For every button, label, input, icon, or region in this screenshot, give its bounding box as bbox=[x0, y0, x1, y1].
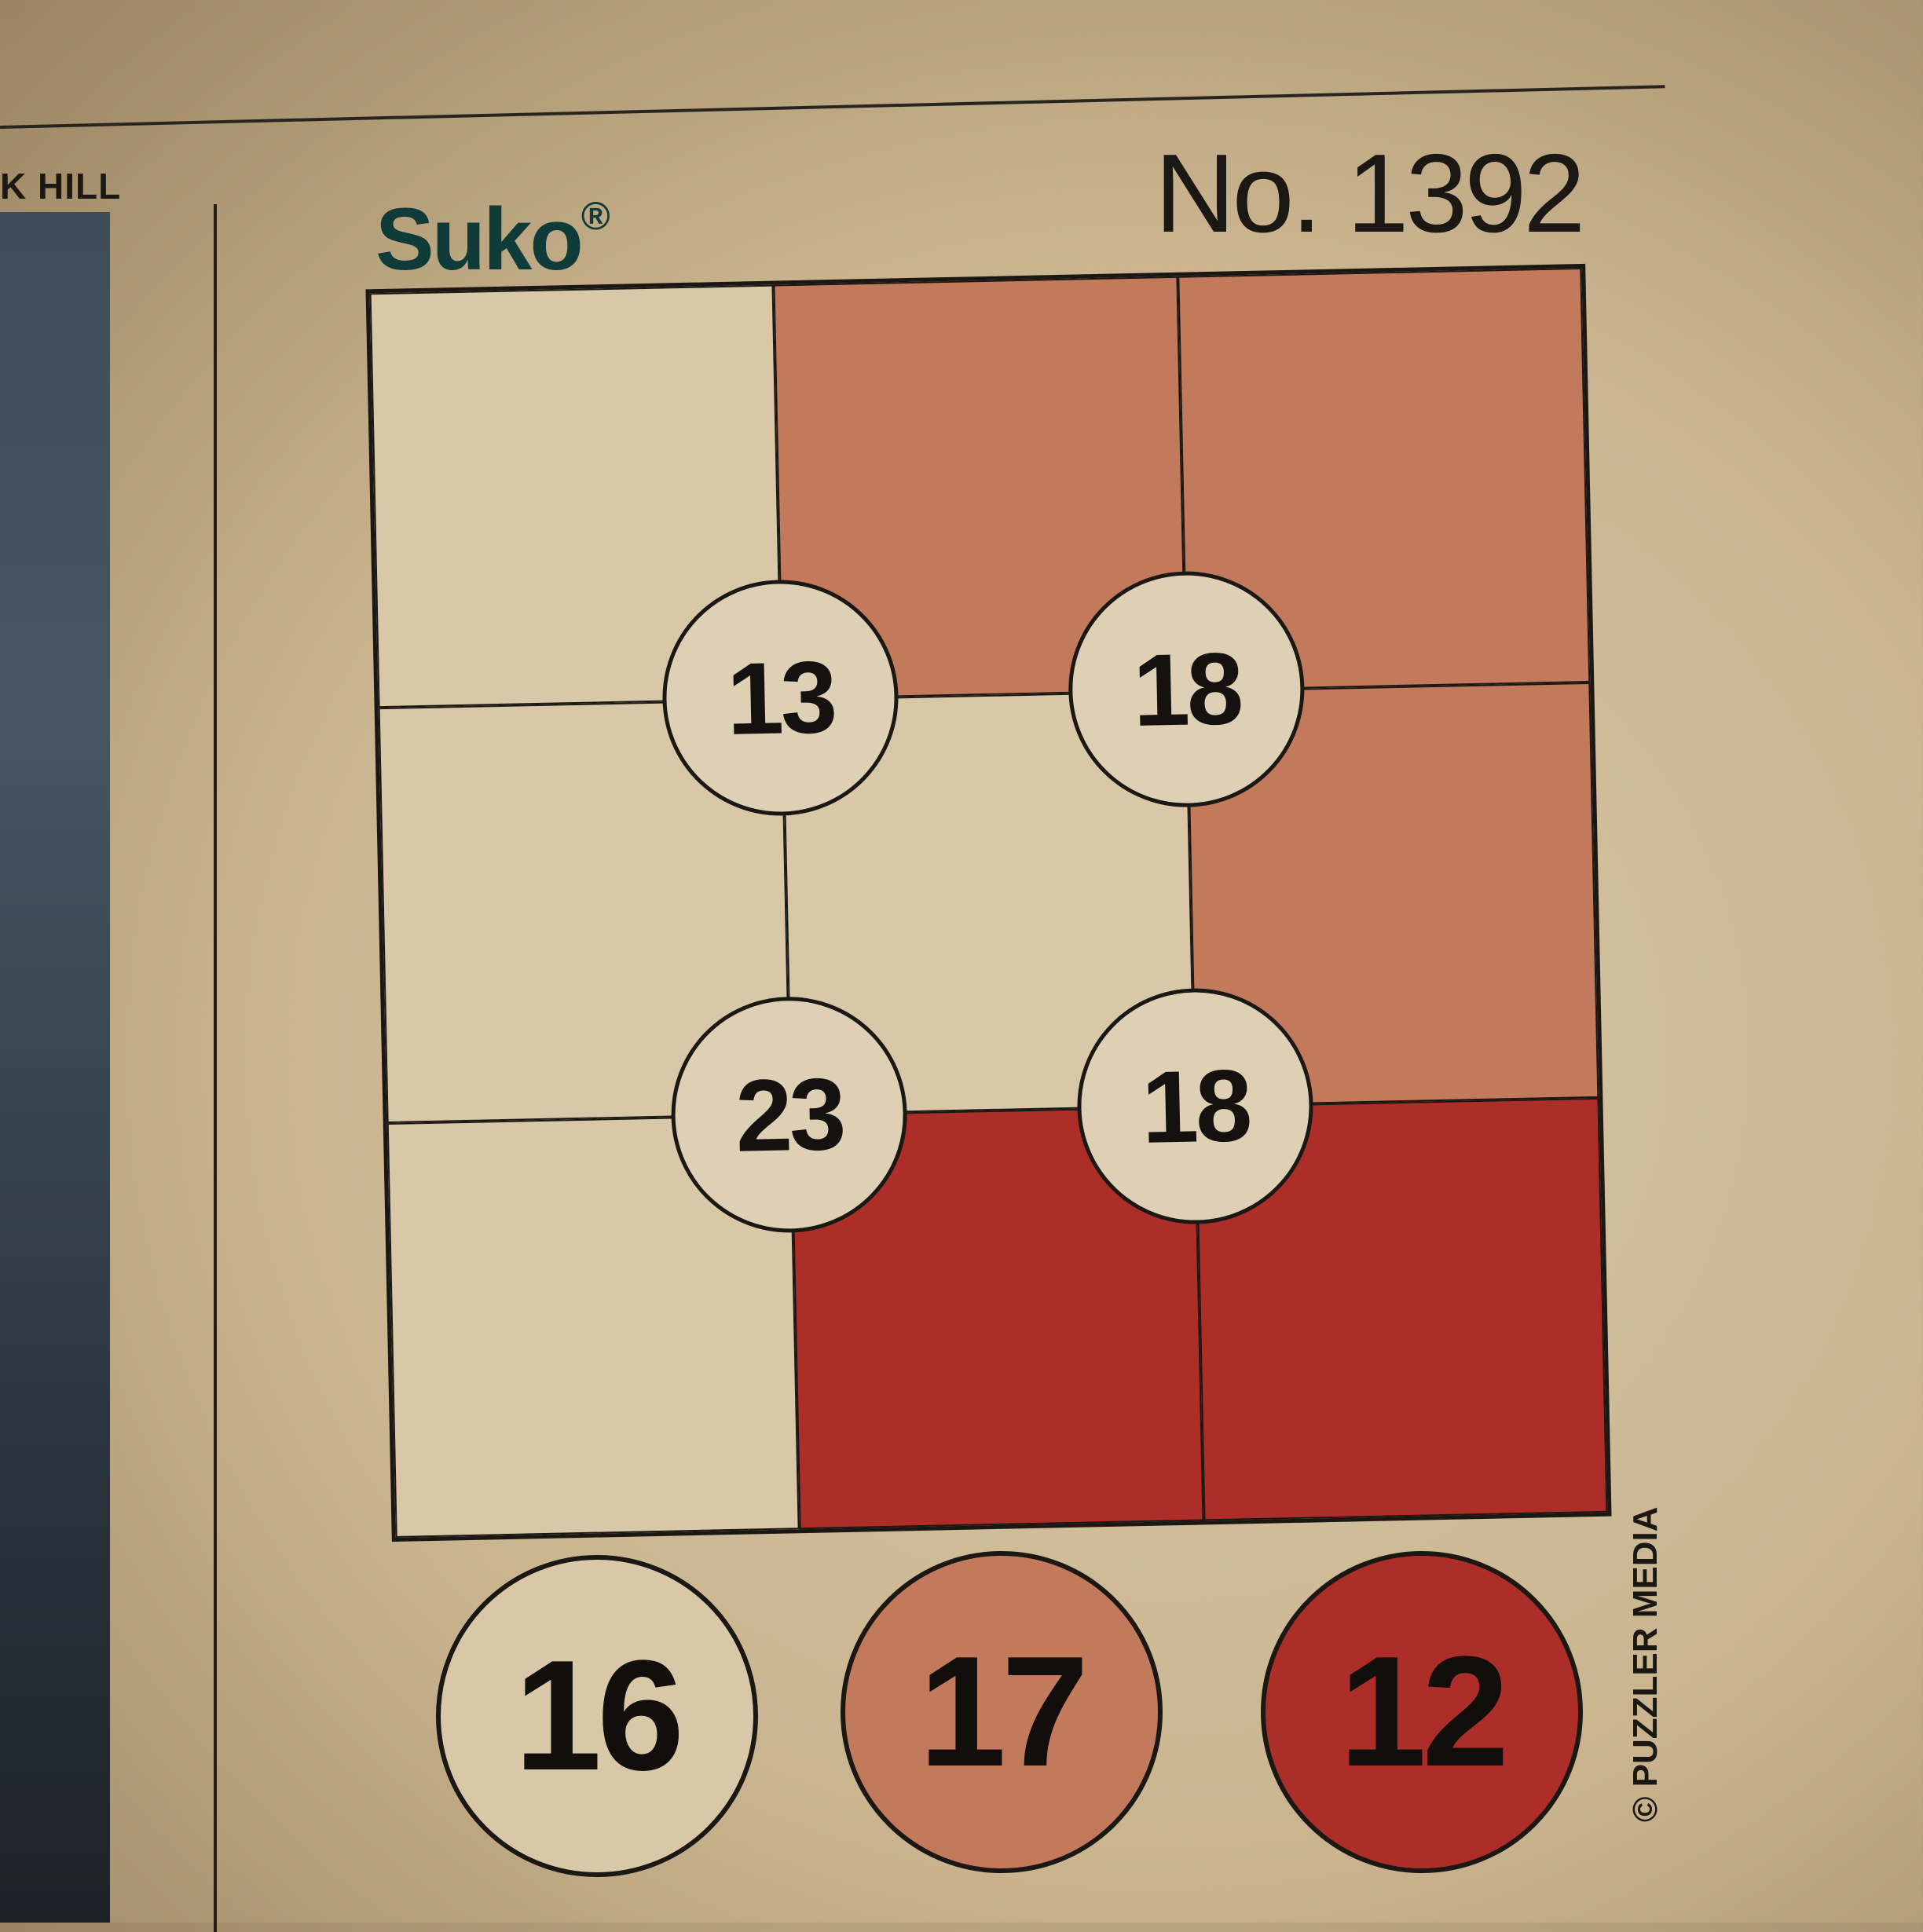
brand-name: Suko bbox=[375, 190, 584, 288]
top-rule bbox=[0, 85, 1665, 129]
clue-layer: 13 18 23 18 bbox=[365, 264, 1611, 1542]
copyright-credit: © PUZZLER MEDIA bbox=[1626, 1506, 1665, 1822]
adjacent-column-label: K HILL bbox=[0, 166, 122, 207]
registered-mark: ® bbox=[581, 194, 610, 238]
column-rule bbox=[214, 204, 217, 1932]
puzzle-number: No. 1392 bbox=[1155, 131, 1585, 256]
sum-clue-bottom-left: 23 bbox=[668, 994, 910, 1235]
sum-clue-top-left: 13 bbox=[660, 577, 901, 818]
puzzle-brand: Suko® bbox=[375, 188, 610, 290]
sum-clue-top-right: 18 bbox=[1066, 569, 1307, 810]
adjacent-photo-strip bbox=[0, 212, 110, 1923]
color-total-red: 12 bbox=[1261, 1551, 1583, 1873]
color-total-salmon: 17 bbox=[841, 1551, 1163, 1873]
color-total-pale: 16 bbox=[436, 1555, 758, 1877]
sum-clue-bottom-right: 18 bbox=[1075, 986, 1316, 1227]
